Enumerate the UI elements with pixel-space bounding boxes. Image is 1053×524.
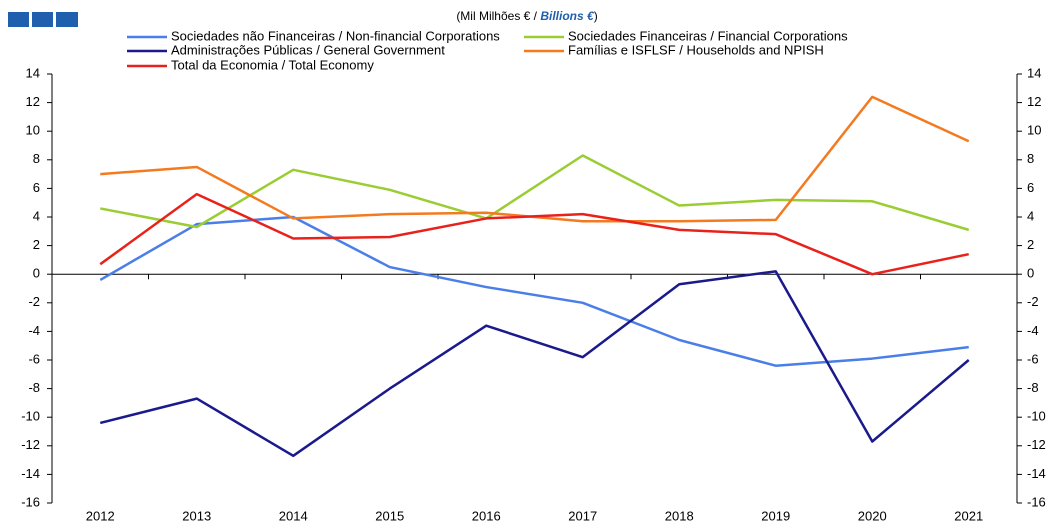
x-tick-label: 2018 [665,508,694,523]
y2-tick-label: -12 [1027,437,1046,452]
y-tick-label: 0 [33,266,40,281]
series-line [99,215,969,367]
legend-label: Famílias e ISFLSF / Households and NPISH [568,42,824,57]
y-tick-label: -4 [28,323,40,338]
y-tick-label: 4 [33,208,40,223]
y-tick-label: 14 [26,65,40,80]
y-tick-label: -2 [28,294,40,309]
y-tick-label: -16 [21,494,40,509]
y-tick-label: -12 [21,437,40,452]
y2-tick-label: -16 [1027,494,1046,509]
y-tick-label: 12 [26,94,40,109]
x-tick-label: 2015 [375,508,404,523]
legend-label: Total da Economia / Total Economy [171,57,374,72]
x-tick-label: 2014 [279,508,308,523]
chart-title: (Mil Milhões € / Billions €) [456,9,597,23]
x-tick-label: 2021 [954,508,983,523]
x-tick-label: 2019 [761,508,790,523]
legend-label: Sociedades Financeiras / Financial Corpo… [568,28,848,43]
y2-tick-label: 8 [1027,151,1034,166]
title-part: Billions € [540,9,595,23]
y2-tick-label: -10 [1027,409,1046,424]
y-tick-label: -6 [28,351,40,366]
y2-tick-label: 10 [1027,123,1041,138]
x-tick-label: 2013 [182,508,211,523]
y-tick-label: 2 [33,237,40,252]
y2-tick-label: 12 [1027,94,1041,109]
y2-tick-label: 0 [1027,266,1034,281]
x-tick-label: 2016 [472,508,501,523]
y2-tick-label: 2 [1027,237,1034,252]
legend-label: Sociedades não Financeiras / Non-financi… [171,28,500,43]
series-line [100,95,970,223]
title-part: (Mil Milhões € / [456,9,540,23]
y2-tick-label: -8 [1027,380,1039,395]
y2-tick-label: -2 [1027,294,1039,309]
y2-tick-label: 4 [1027,208,1034,223]
legend-label: Administrações Públicas / General Govern… [171,42,445,57]
y2-tick-label: 6 [1027,180,1034,195]
x-tick-label: 2017 [568,508,597,523]
y2-tick-label: -4 [1027,323,1039,338]
x-tick-label: 2020 [858,508,887,523]
y-tick-label: 10 [26,123,40,138]
x-tick-label: 2012 [86,508,115,523]
y2-tick-label: -6 [1027,351,1039,366]
logo [8,12,78,27]
y2-tick-label: -14 [1027,466,1046,481]
series-line [100,154,970,232]
series-line [99,192,970,276]
y-tick-label: 8 [33,151,40,166]
title-part: ) [594,9,598,23]
y2-tick-label: 14 [1027,65,1041,80]
y-tick-label: -14 [21,466,40,481]
y-tick-label: -10 [21,409,40,424]
y-tick-label: 6 [33,180,40,195]
series-line [99,270,970,458]
y-tick-label: -8 [28,380,40,395]
